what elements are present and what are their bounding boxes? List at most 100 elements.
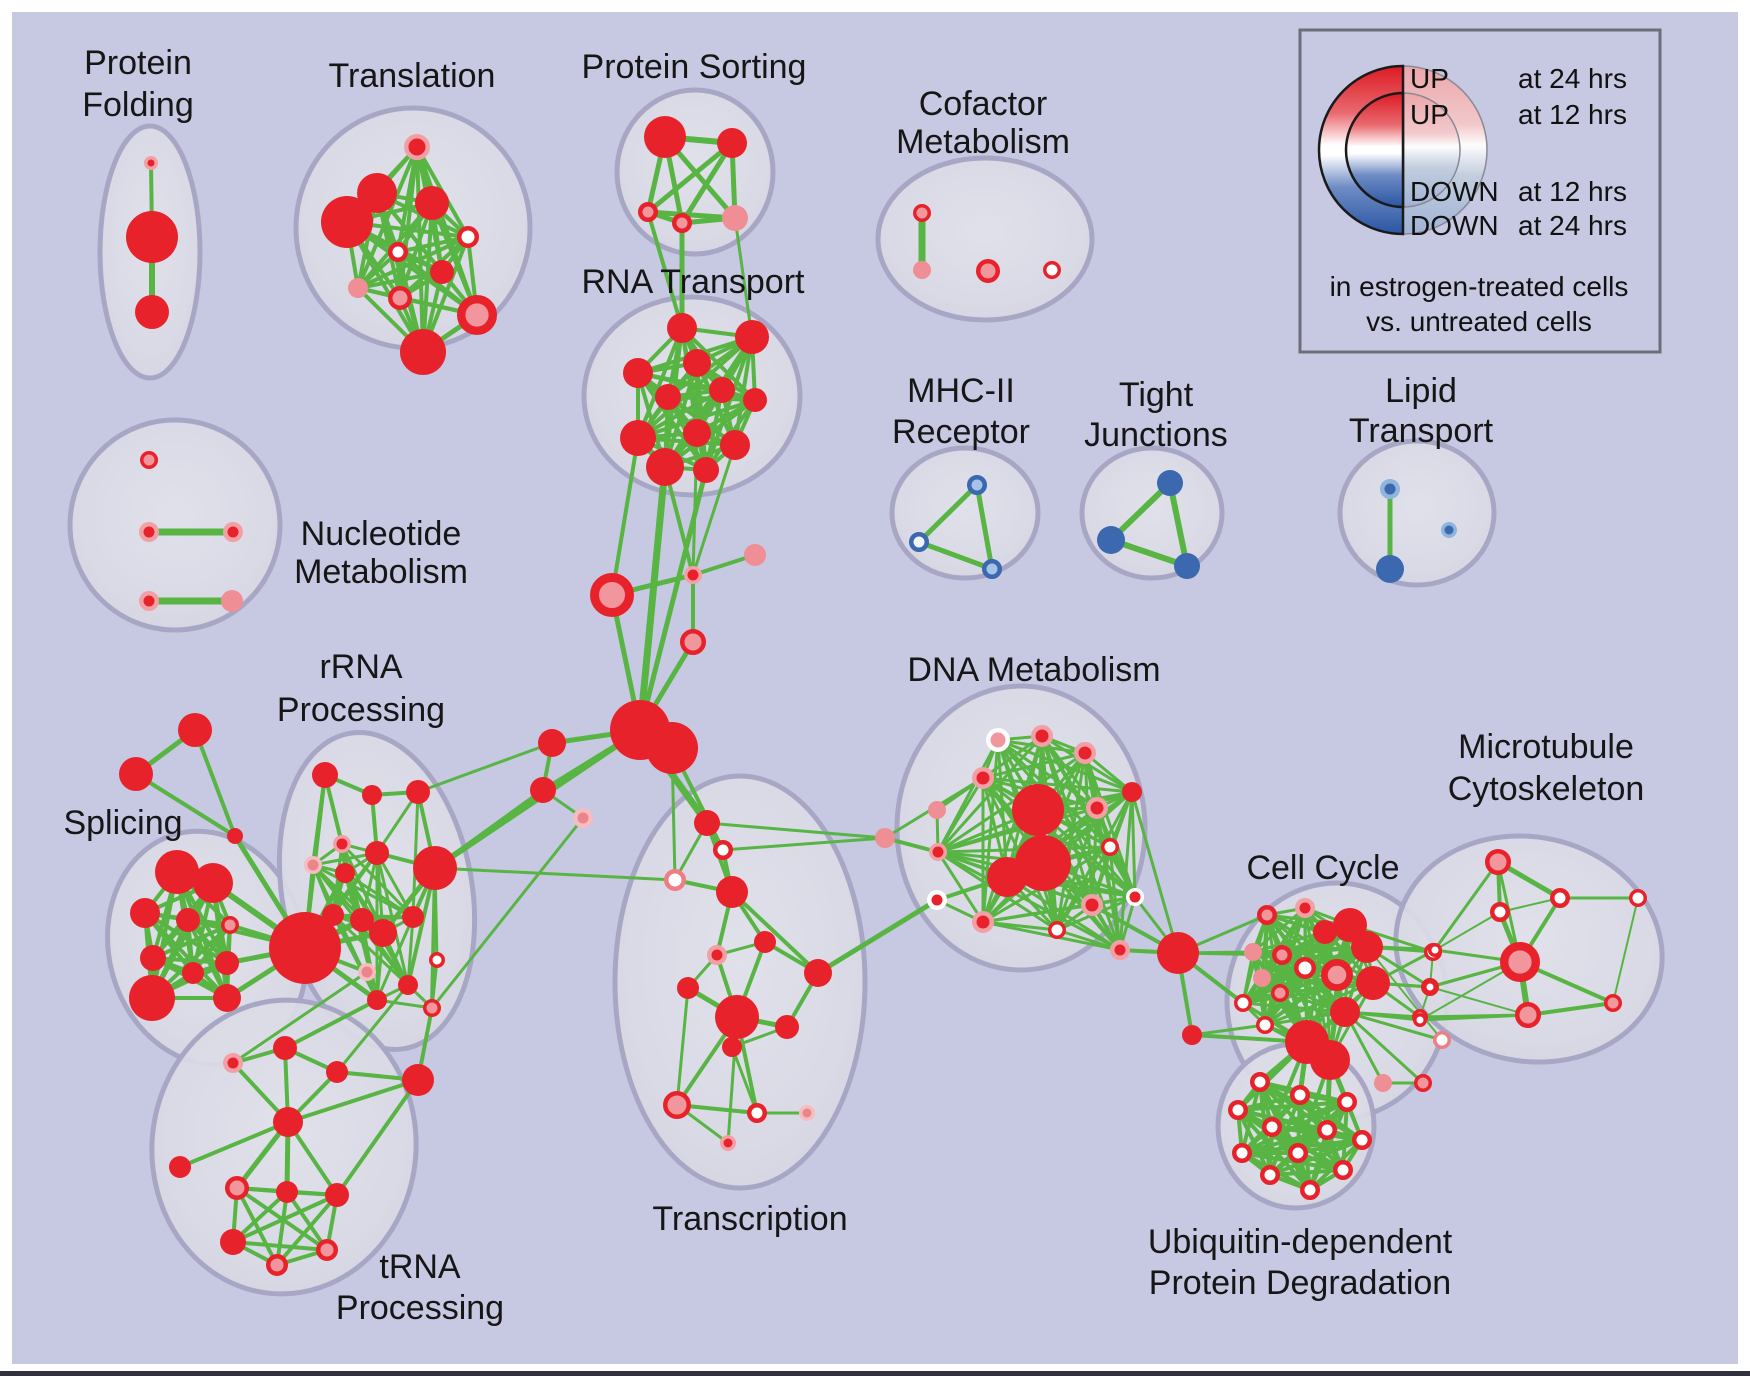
node-translation-4[interactable] (388, 242, 408, 262)
node-connectors-1[interactable] (684, 566, 702, 584)
node-microtubule-cytoskeleton-4[interactable] (1499, 942, 1540, 983)
node-cell-cycle-8[interactable] (1320, 958, 1353, 991)
node-connectors-10[interactable] (1182, 1025, 1202, 1045)
node-lipid-transport-2[interactable] (1441, 522, 1457, 538)
node-cell-cycle-9[interactable] (1356, 966, 1390, 1000)
node-connectors-13[interactable] (227, 828, 243, 844)
node-cell-cycle-2[interactable] (1313, 920, 1337, 944)
node-cell-cycle-20[interactable] (1433, 1031, 1451, 1049)
node-cofactor-metabolism-1[interactable] (913, 261, 931, 279)
node-translation-3[interactable] (415, 186, 449, 220)
node-ubiquitin-degradation-8[interactable] (1288, 1143, 1308, 1163)
node-dna-metabolism-4[interactable] (928, 801, 946, 819)
node-dna-metabolism-13[interactable] (972, 911, 994, 933)
node-ubiquitin-degradation-2[interactable] (1337, 1092, 1357, 1112)
node-ubiquitin-degradation-9[interactable] (1260, 1165, 1280, 1185)
node-ubiquitin-degradation-3[interactable] (1228, 1100, 1248, 1120)
node-ubiquitin-degradation-7[interactable] (1232, 1143, 1252, 1163)
node-protein-sorting-0[interactable] (644, 116, 686, 158)
node-trna-processing-6[interactable] (225, 1176, 249, 1200)
node-trna-processing-0[interactable] (223, 1053, 243, 1073)
node-connectors-12[interactable] (119, 757, 153, 791)
node-cell-cycle-4[interactable] (1351, 931, 1383, 963)
node-translation-6[interactable] (430, 260, 454, 284)
node-dna-metabolism-17[interactable] (1122, 782, 1142, 802)
node-transcription-3[interactable] (716, 876, 748, 908)
node-transcription-5[interactable] (707, 945, 727, 965)
node-dna-metabolism-1[interactable] (1031, 725, 1053, 747)
node-rrna-processing-2[interactable] (406, 780, 430, 804)
node-translation-0[interactable] (404, 134, 430, 160)
node-nucleotide-metabolism-4[interactable] (221, 590, 243, 612)
node-connectors-6[interactable] (530, 777, 556, 803)
node-rrna-processing-0[interactable] (312, 762, 338, 788)
node-connectors-0[interactable] (590, 573, 634, 617)
node-microtubule-cytoskeleton-7[interactable] (1604, 994, 1622, 1012)
node-trna-processing-5[interactable] (169, 1156, 191, 1178)
node-translation-10[interactable] (400, 329, 446, 375)
node-transcription-13[interactable] (720, 1135, 736, 1151)
node-rrna-processing-4[interactable] (333, 835, 351, 853)
node-transcription-14[interactable] (804, 959, 832, 987)
node-splicing-3[interactable] (176, 908, 200, 932)
node-dna-metabolism-15[interactable] (1048, 921, 1066, 939)
node-trna-processing-9[interactable] (220, 1229, 246, 1255)
node-dna-metabolism-6[interactable] (929, 843, 947, 861)
node-transcription-9[interactable] (722, 1037, 742, 1057)
node-dna-metabolism-2[interactable] (1074, 742, 1096, 764)
node-rrna-processing-10[interactable] (369, 919, 397, 947)
node-ubiquitin-degradation-1[interactable] (1290, 1085, 1310, 1105)
node-translation-1[interactable] (321, 196, 373, 248)
node-rrna-processing-11[interactable] (402, 906, 424, 928)
node-mhc-ii-receptor-0[interactable] (967, 475, 987, 495)
node-dna-metabolism-10[interactable] (1086, 797, 1108, 819)
node-rna-transport-3[interactable] (623, 358, 653, 388)
node-transcription-4[interactable] (754, 931, 776, 953)
node-splicing-1[interactable] (193, 863, 233, 903)
node-rrna-processing-16[interactable] (423, 999, 441, 1017)
node-microtubule-cytoskeleton-5[interactable] (1423, 980, 1437, 994)
node-connectors-5[interactable] (538, 729, 566, 757)
node-microtubule-cytoskeleton-1[interactable] (1550, 888, 1570, 908)
node-cell-cycle-12[interactable] (1234, 994, 1252, 1012)
node-protein-folding-0[interactable] (144, 156, 158, 170)
node-trna-processing-4[interactable] (273, 1107, 303, 1137)
node-cofactor-metabolism-0[interactable] (913, 204, 931, 222)
node-microtubule-cytoskeleton-8[interactable] (1413, 1013, 1427, 1027)
node-rna-transport-8[interactable] (683, 419, 711, 447)
node-transcription-7[interactable] (715, 995, 759, 1039)
node-translation-7[interactable] (348, 278, 368, 298)
node-cell-cycle-11[interactable] (1271, 984, 1289, 1002)
node-cell-cycle-10[interactable] (1253, 969, 1271, 987)
node-connectors-8[interactable] (744, 544, 766, 566)
node-cell-cycle-21[interactable] (1414, 1074, 1432, 1092)
node-connectors-2[interactable] (680, 629, 706, 655)
node-dna-metabolism-3[interactable] (972, 767, 994, 789)
node-rna-transport-2[interactable] (683, 349, 711, 377)
node-nucleotide-metabolism-3[interactable] (139, 591, 159, 611)
node-splicing-7[interactable] (215, 951, 239, 975)
node-splicing-8[interactable] (129, 975, 175, 1021)
node-rna-transport-0[interactable] (667, 313, 697, 343)
node-rna-transport-10[interactable] (646, 448, 684, 486)
node-mhc-ii-receptor-1[interactable] (909, 532, 929, 552)
node-ubiquitin-degradation-6[interactable] (1352, 1130, 1372, 1150)
node-transcription-8[interactable] (775, 1015, 799, 1039)
node-tight-junctions-1[interactable] (1097, 526, 1125, 554)
node-ubiquitin-degradation-10[interactable] (1333, 1160, 1353, 1180)
node-cell-cycle-16[interactable] (1310, 1040, 1350, 1080)
node-tight-junctions-2[interactable] (1174, 553, 1200, 579)
node-rna-transport-4[interactable] (655, 384, 681, 410)
node-microtubule-cytoskeleton-3[interactable] (1428, 943, 1442, 957)
node-microtubule-cytoskeleton-9[interactable] (1629, 889, 1647, 907)
node-connectors-11[interactable] (178, 713, 212, 747)
node-rrna-processing-7[interactable] (413, 846, 457, 890)
node-transcription-1[interactable] (713, 840, 733, 860)
node-trna-processing-2[interactable] (326, 1061, 348, 1083)
node-lipid-transport-1[interactable] (1376, 555, 1404, 583)
node-protein-folding-2[interactable] (135, 295, 169, 329)
node-protein-sorting-4[interactable] (722, 205, 748, 231)
node-dna-metabolism-8[interactable] (1015, 835, 1071, 891)
node-transcription-6[interactable] (677, 977, 699, 999)
node-splicing-9[interactable] (213, 984, 241, 1012)
